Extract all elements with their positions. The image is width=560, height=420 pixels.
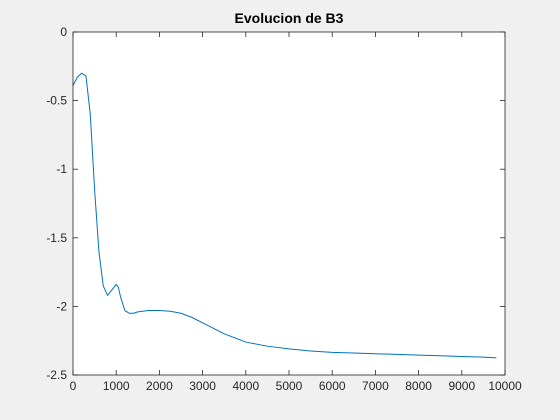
series-layer (72, 72, 497, 359)
y-tick-label: -2 (56, 299, 67, 313)
ticks-layer: 0 1000 2000 3000 4000 5000 6000 7000 8000 9000 100… (46, 25, 522, 393)
x-tick-label: 9000 (448, 379, 475, 393)
x-tick-label: 7000 (362, 379, 389, 393)
plot-area (73, 32, 505, 375)
chart-title: Evolucion de B3 (235, 10, 344, 26)
x-tick-label: 4000 (232, 379, 259, 393)
series-line-0 (72, 72, 497, 359)
x-tick-label: 10000 (488, 379, 522, 393)
x-tick-label: 1000 (103, 379, 130, 393)
x-tick-label: 6000 (319, 379, 346, 393)
x-tick-label: 2000 (146, 379, 173, 393)
y-tick-label: -0.5 (46, 94, 67, 108)
y-tick-label: -2.5 (46, 368, 67, 382)
y-tick-label: -1 (56, 162, 67, 176)
y-tick-label: -1.5 (46, 231, 67, 245)
x-tick-label: 3000 (189, 379, 216, 393)
x-tick-label: 8000 (405, 379, 432, 393)
y-tick-label: 0 (60, 25, 67, 39)
x-tick-label: 5000 (276, 379, 303, 393)
x-tick-label: 0 (70, 379, 77, 393)
